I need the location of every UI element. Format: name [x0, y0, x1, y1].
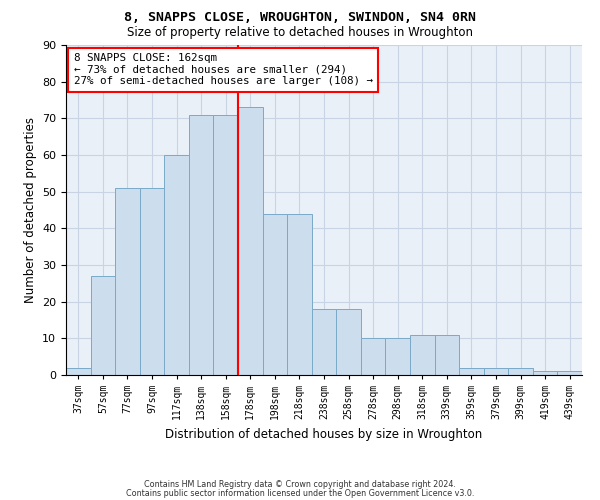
- Bar: [434, 334, 459, 375]
- Bar: [385, 338, 410, 375]
- Bar: [287, 214, 312, 375]
- Bar: [361, 338, 385, 375]
- Bar: [115, 188, 140, 375]
- Bar: [164, 155, 189, 375]
- Text: Contains HM Land Registry data © Crown copyright and database right 2024.: Contains HM Land Registry data © Crown c…: [144, 480, 456, 489]
- Bar: [557, 372, 582, 375]
- Bar: [189, 114, 214, 375]
- Bar: [484, 368, 508, 375]
- Y-axis label: Number of detached properties: Number of detached properties: [23, 117, 37, 303]
- Bar: [214, 114, 238, 375]
- Bar: [410, 334, 434, 375]
- X-axis label: Distribution of detached houses by size in Wroughton: Distribution of detached houses by size …: [166, 428, 482, 440]
- Bar: [140, 188, 164, 375]
- Bar: [533, 372, 557, 375]
- Bar: [66, 368, 91, 375]
- Text: Contains public sector information licensed under the Open Government Licence v3: Contains public sector information licen…: [126, 488, 474, 498]
- Text: 8, SNAPPS CLOSE, WROUGHTON, SWINDON, SN4 0RN: 8, SNAPPS CLOSE, WROUGHTON, SWINDON, SN4…: [124, 11, 476, 24]
- Bar: [508, 368, 533, 375]
- Bar: [336, 309, 361, 375]
- Bar: [238, 108, 263, 375]
- Bar: [312, 309, 336, 375]
- Bar: [263, 214, 287, 375]
- Text: 8 SNAPPS CLOSE: 162sqm
← 73% of detached houses are smaller (294)
27% of semi-de: 8 SNAPPS CLOSE: 162sqm ← 73% of detached…: [74, 53, 373, 86]
- Text: Size of property relative to detached houses in Wroughton: Size of property relative to detached ho…: [127, 26, 473, 39]
- Bar: [91, 276, 115, 375]
- Bar: [459, 368, 484, 375]
